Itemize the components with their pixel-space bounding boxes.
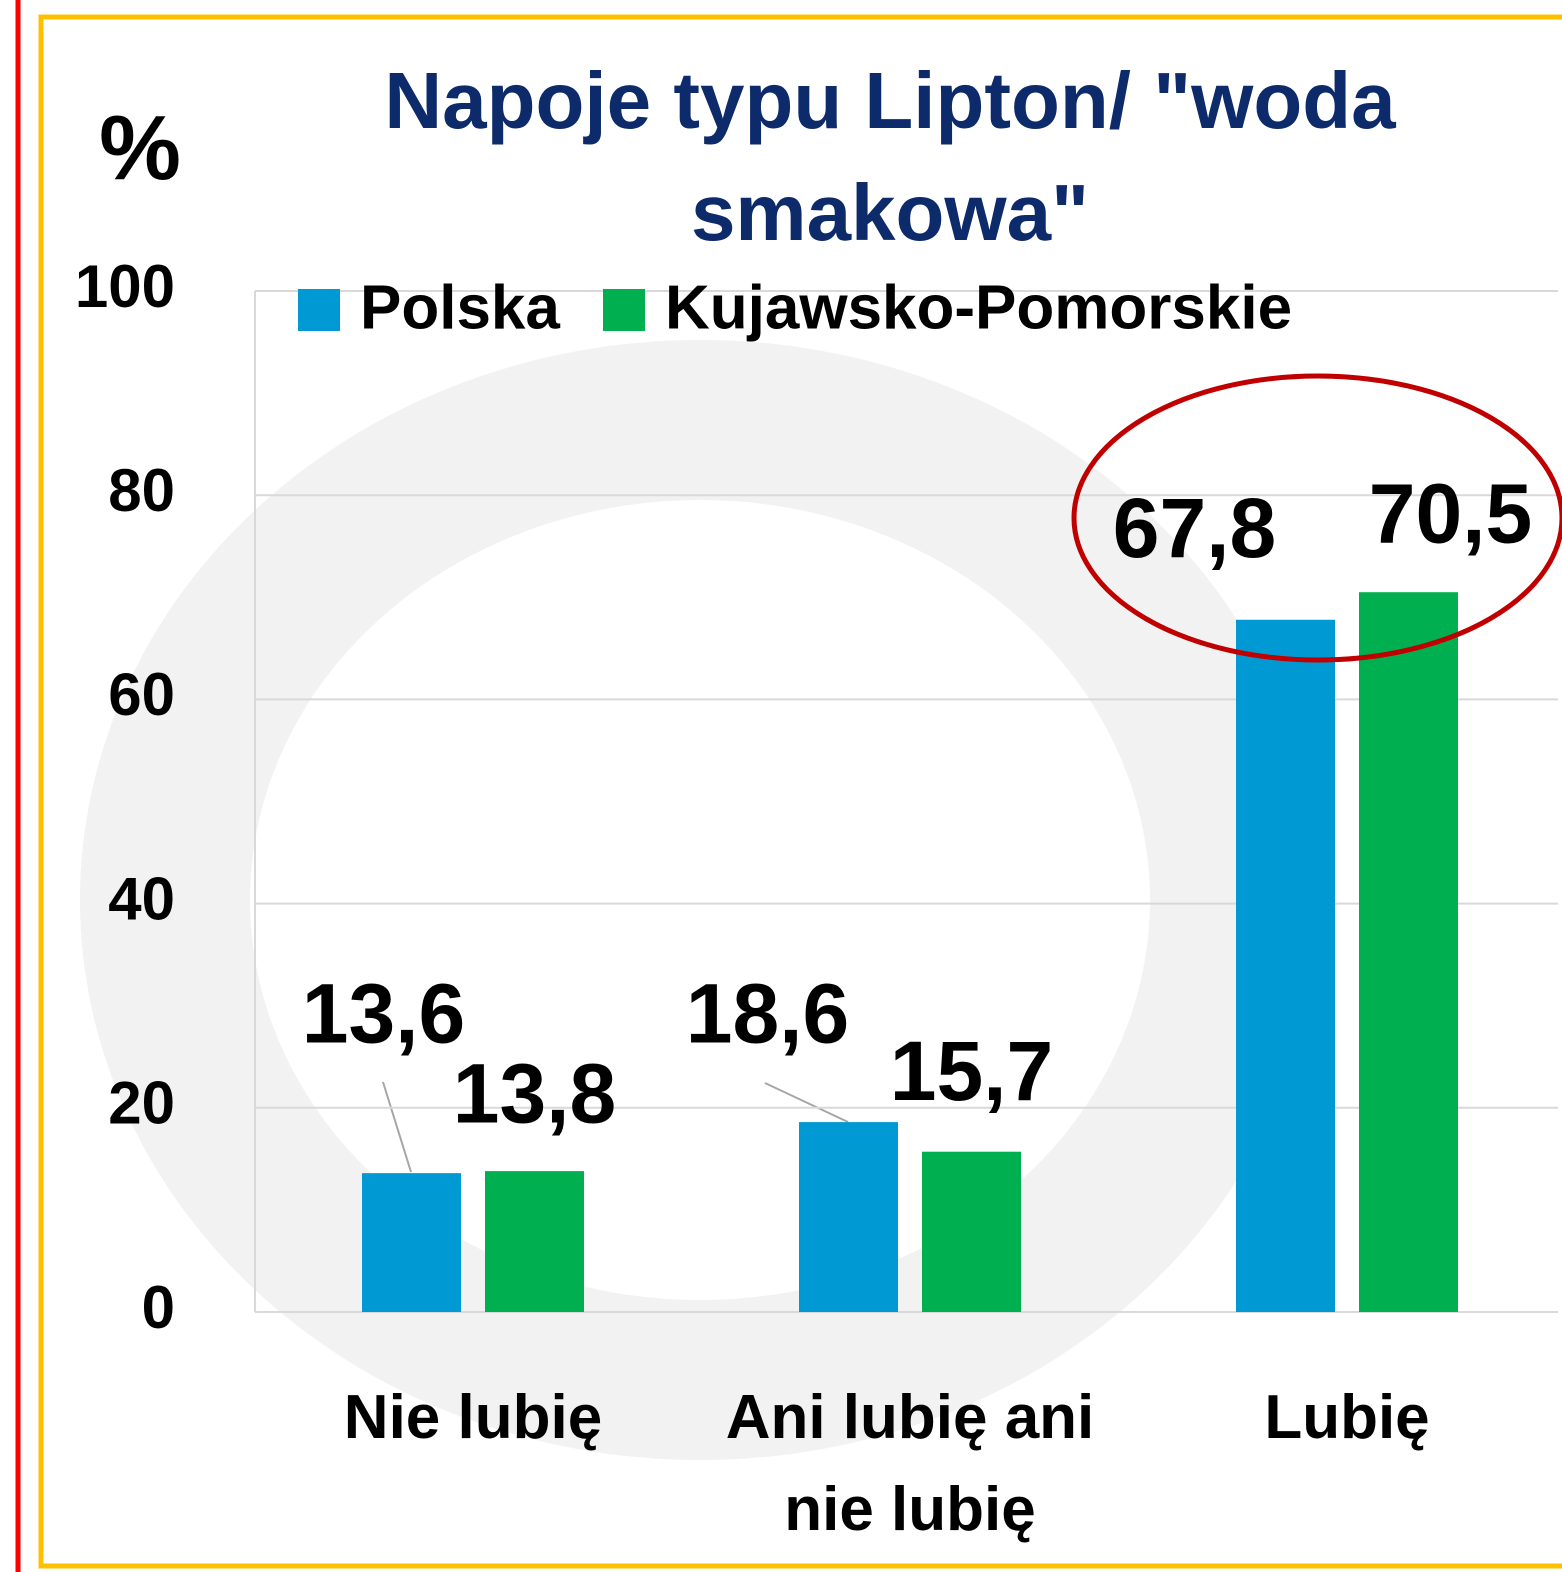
leader-line [382, 1081, 412, 1173]
y-tick-label: 0 [142, 1274, 175, 1341]
data-label: 67,8 [1113, 481, 1277, 575]
y-tick-label: 60 [108, 661, 175, 728]
bar [1236, 619, 1335, 1312]
leader-line [764, 1082, 849, 1123]
y-tick-label: 40 [108, 865, 175, 932]
legend-label: Polska [360, 273, 560, 342]
data-label: 18,6 [686, 966, 850, 1060]
marks: 0 20 40 60 80 100 Polska Kujawsko-Pomorskie 13,6… [75, 253, 1558, 1341]
legend-swatch [603, 289, 645, 331]
x-tick-label: Lubię [1264, 1383, 1430, 1452]
y-tick-label: 20 [108, 1070, 175, 1137]
bar [922, 1151, 1021, 1312]
x-tick-label: Nie lubię [343, 1383, 603, 1452]
bar [485, 1171, 584, 1312]
y-tick-label: 100 [75, 253, 175, 320]
data-label: 15,7 [890, 1024, 1054, 1118]
data-label: 70,5 [1369, 466, 1533, 560]
data-label: 13,8 [453, 1046, 617, 1140]
y-tick-label: 80 [108, 457, 175, 524]
legend-swatch [298, 289, 340, 331]
x-tick-label: Ani lubię ani nie lubię [725, 1383, 1095, 1544]
bar [1359, 592, 1458, 1312]
bar [362, 1173, 461, 1312]
frame [38, 14, 1562, 1569]
y-axis-label: % [99, 97, 181, 199]
highlight-ellipse [1071, 373, 1562, 663]
data-label: 13,6 [302, 966, 466, 1060]
chart-title: Napoje typu Lipton/ "woda smakowa" [384, 56, 1396, 257]
bar [799, 1122, 898, 1312]
legend-label: Kujawsko-Pomorskie [665, 273, 1292, 342]
